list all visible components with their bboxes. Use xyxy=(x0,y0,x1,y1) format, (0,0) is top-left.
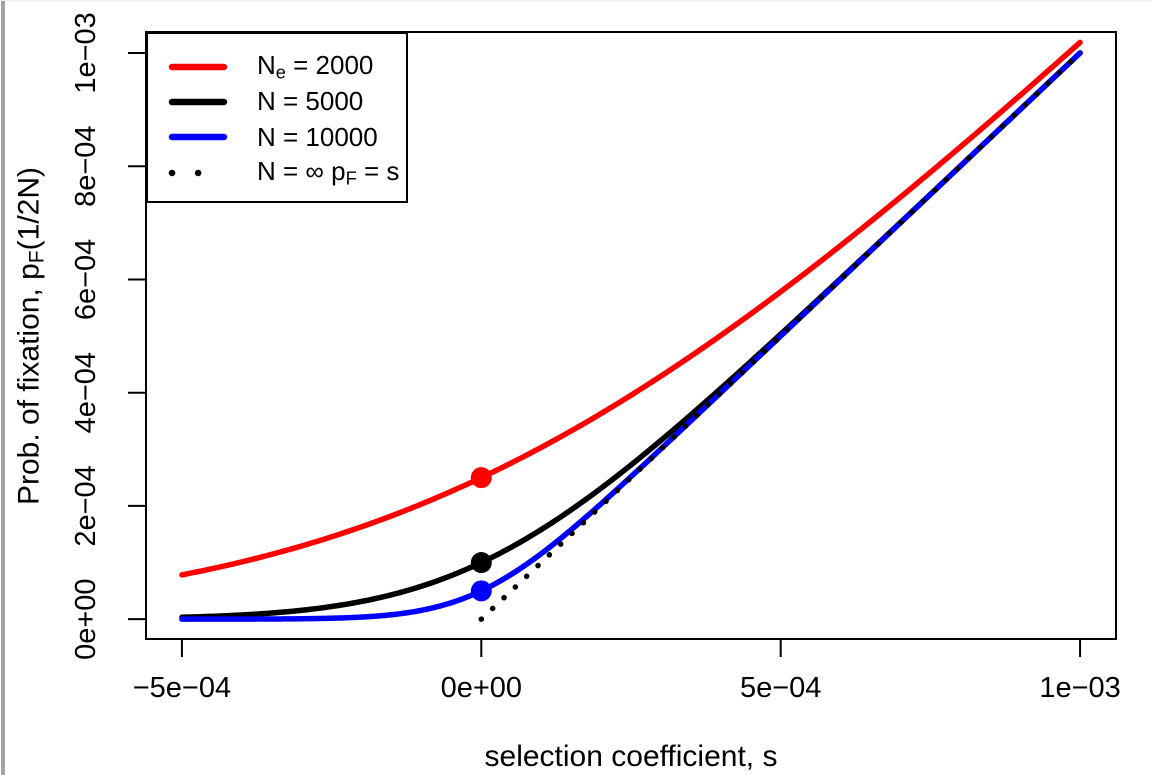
legend-label-text: N = ∞ p xyxy=(257,155,346,186)
y-axis-title-post: (1/2N) xyxy=(12,167,46,251)
legend-key-line xyxy=(168,63,228,70)
legend-label-subscript: e xyxy=(275,62,286,83)
legend-label-text: = 2000 xyxy=(285,49,374,80)
legend: Ne = 2000 N = 5000 N = 10000 N = ∞ pF = s xyxy=(146,32,408,203)
legend-key-line xyxy=(168,98,228,106)
legend-label-text: = s xyxy=(356,155,400,186)
legend-label-text: N xyxy=(257,49,276,80)
legend-item-label: Ne = 2000 xyxy=(257,50,373,84)
series-point-s0-1 xyxy=(470,580,492,602)
legend-item-0: Ne = 2000 xyxy=(148,49,406,84)
y-axis-title-text: Prob. of fixation, pF(1/2N) xyxy=(12,167,49,505)
series-line-1 xyxy=(179,50,1083,622)
window-left-edge xyxy=(1,1,5,775)
x-tick-label: 5e−04 xyxy=(740,672,821,704)
legend-label-text: N = 10000 xyxy=(257,121,378,152)
legend-key-line xyxy=(168,133,228,141)
series-line-2 xyxy=(478,50,1083,622)
legend-label-text: N = 5000 xyxy=(257,86,364,117)
legend-item-label: N = ∞ pF = s xyxy=(257,156,399,190)
legend-key-dotted-line xyxy=(168,169,228,176)
x-axis-title: selection coefficient, s xyxy=(484,740,778,773)
legend-item-3: N = ∞ pF = s xyxy=(148,155,406,190)
legend-item-label: N = 10000 xyxy=(257,122,378,153)
y-tick-label: 6e−04 xyxy=(70,239,102,320)
legend-label-subscript: F xyxy=(345,168,357,189)
series-line-3 xyxy=(179,39,1083,578)
y-tick-label: 1e−03 xyxy=(70,12,102,93)
series-point-s0-0 xyxy=(470,552,492,574)
y-tick-label: 4e−04 xyxy=(70,352,102,433)
y-axis-title-subscript: F xyxy=(25,250,49,264)
legend-item-label: N = 5000 xyxy=(257,86,363,117)
series-point-s0-3 xyxy=(470,467,492,489)
legend-item-1: N = 5000 xyxy=(148,84,406,119)
x-tick-label: 1e−03 xyxy=(1039,672,1120,704)
y-tick-label: 8e−04 xyxy=(70,125,102,206)
x-tick-label: −5e−04 xyxy=(133,672,231,704)
x-tick-label: 0e+00 xyxy=(441,672,522,704)
legend-item-2: N = 10000 xyxy=(148,120,406,155)
y-tick-label: 2e−04 xyxy=(70,465,102,546)
y-axis-title-pre: Prob. of fixation, p xyxy=(12,263,46,505)
y-tick-label: 0e+00 xyxy=(70,578,102,659)
plot-frame xyxy=(145,31,1117,640)
